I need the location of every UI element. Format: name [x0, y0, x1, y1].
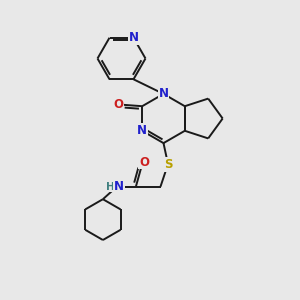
Text: S: S [164, 158, 172, 171]
Text: N: N [129, 31, 139, 44]
Text: O: O [139, 155, 149, 169]
Text: N: N [114, 180, 124, 193]
Text: H: H [106, 182, 115, 192]
Text: O: O [113, 98, 123, 111]
Text: N: N [158, 87, 169, 100]
Text: N: N [136, 124, 147, 137]
